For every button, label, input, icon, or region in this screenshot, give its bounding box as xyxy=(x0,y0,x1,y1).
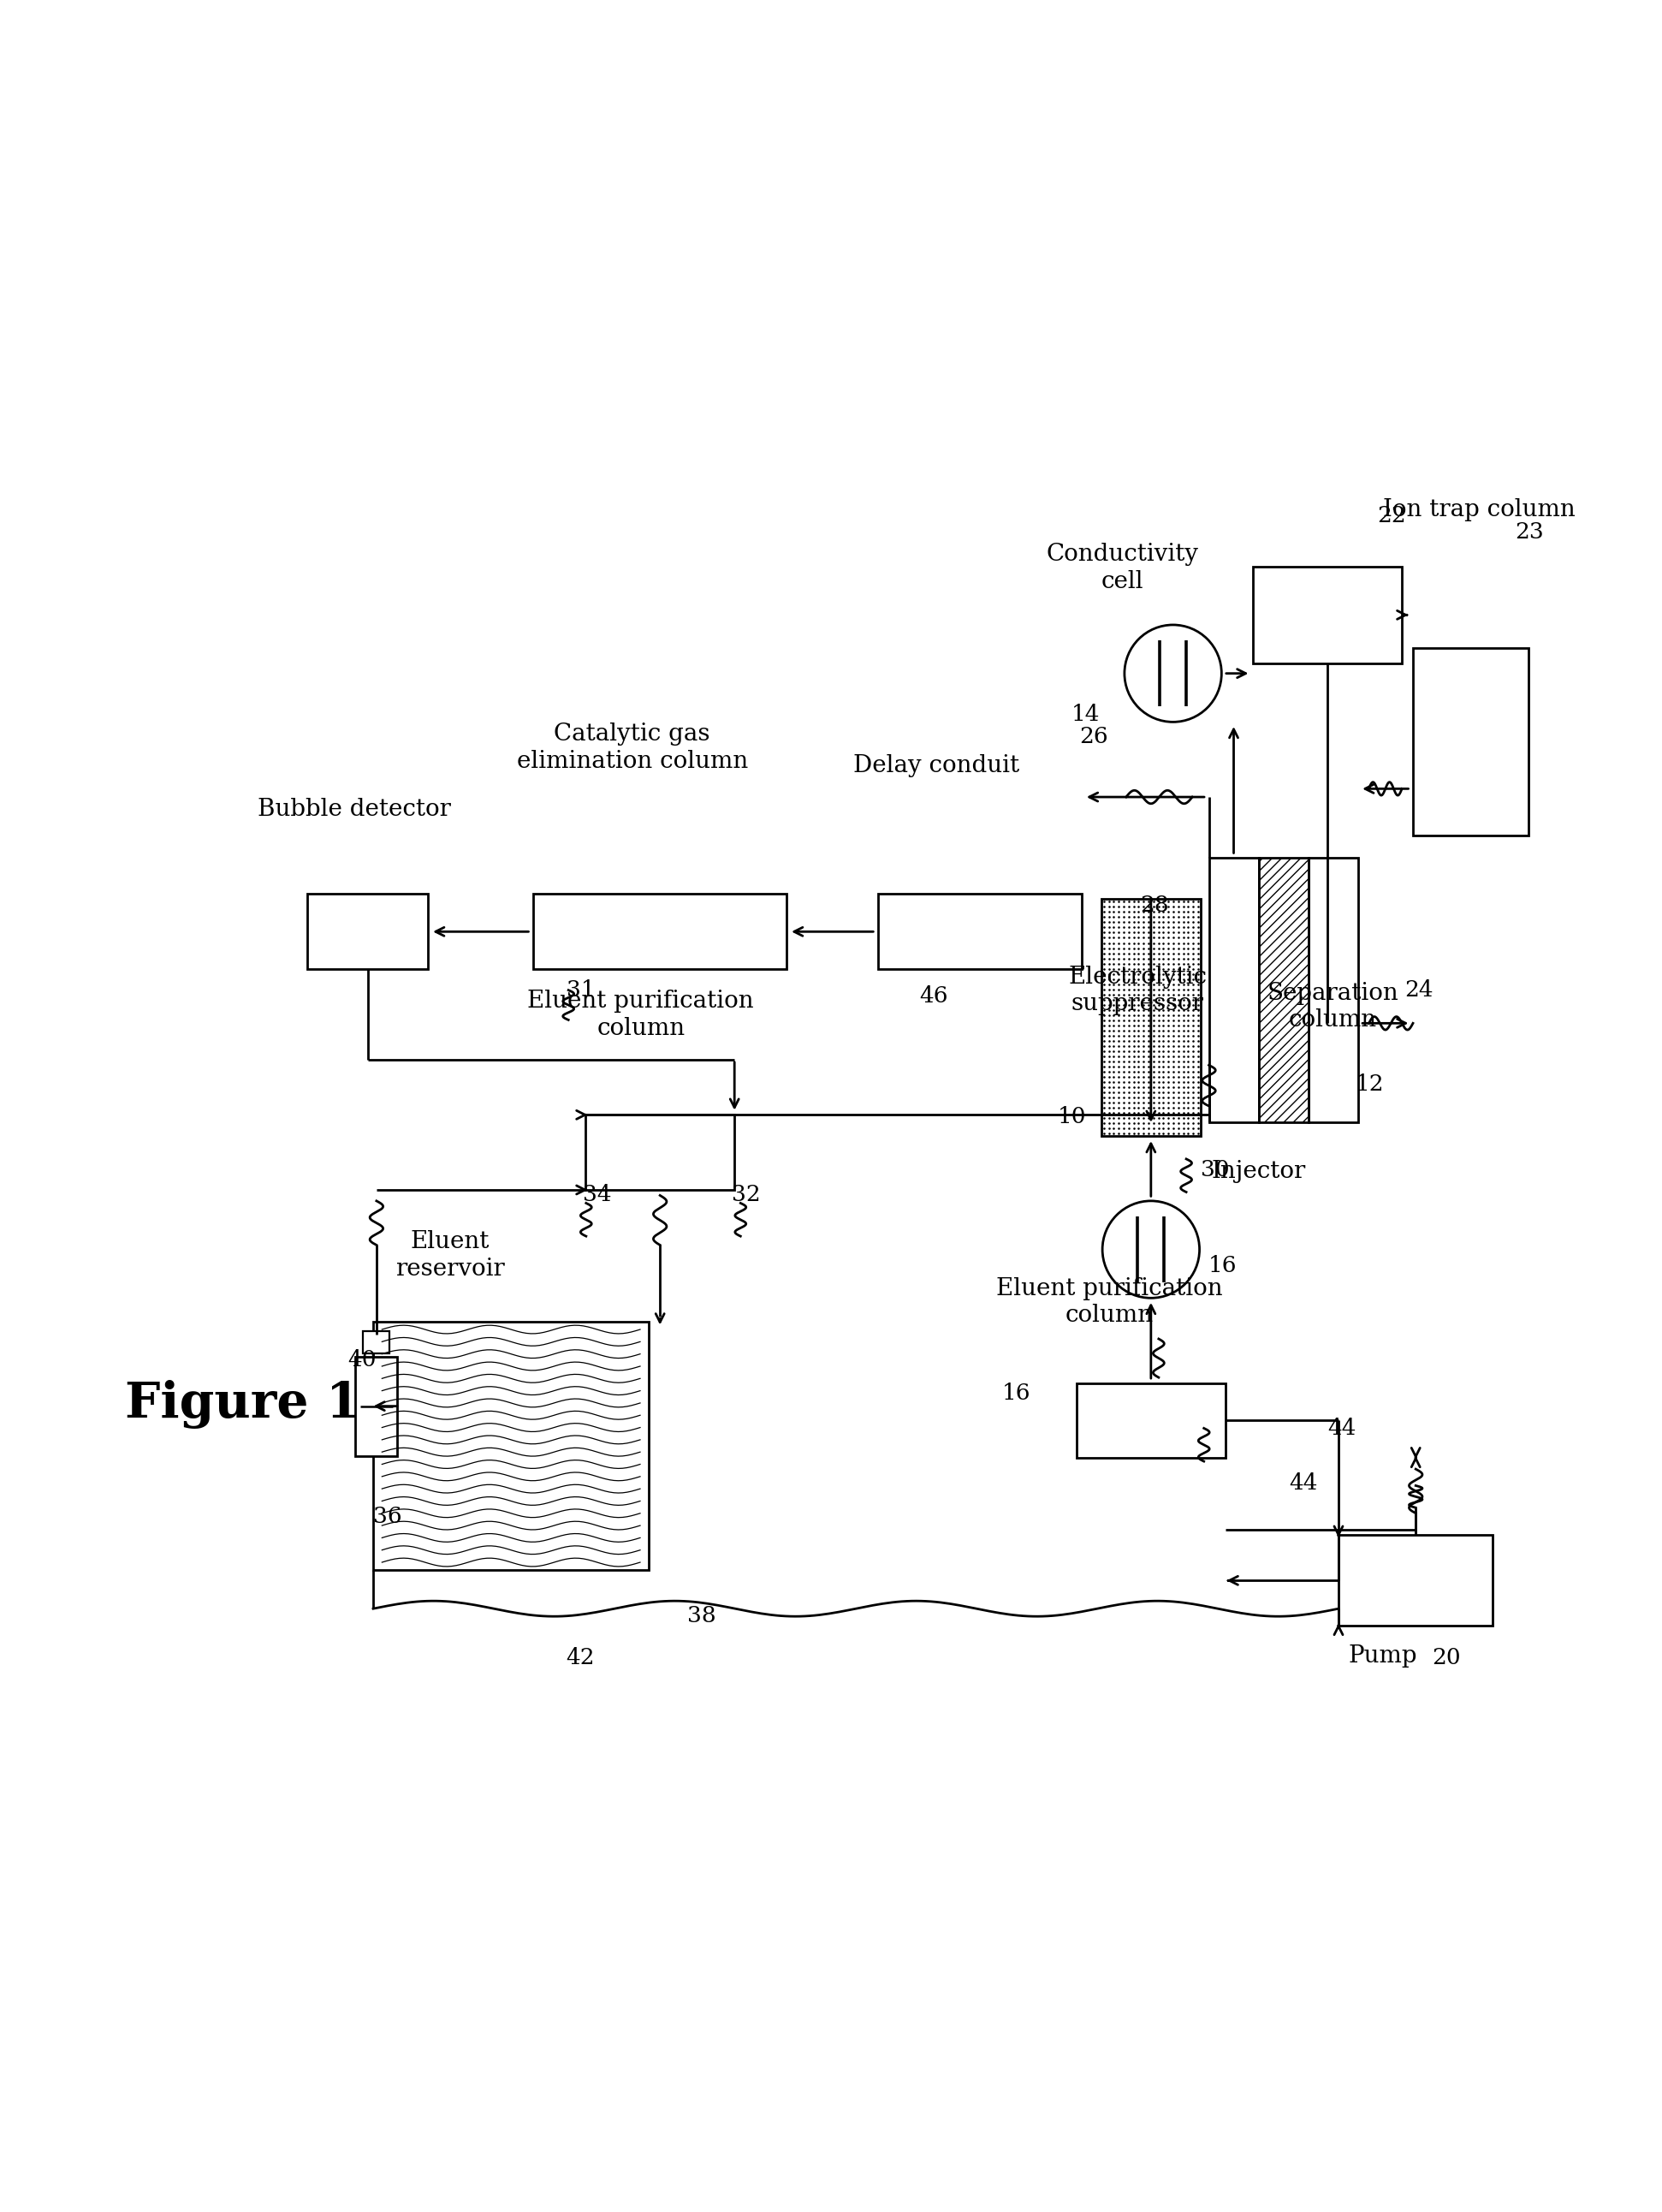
Text: 38: 38 xyxy=(688,1606,716,1626)
Text: Bubble detector: Bubble detector xyxy=(258,799,450,821)
Text: 20: 20 xyxy=(1433,1646,1461,1668)
Text: 22: 22 xyxy=(1378,504,1406,526)
Bar xyxy=(1253,566,1403,664)
Bar xyxy=(374,1323,648,1571)
Bar xyxy=(1338,1535,1492,1626)
Text: Pump: Pump xyxy=(1348,1644,1418,1668)
Text: Ion trap column: Ion trap column xyxy=(1383,498,1576,522)
Text: Conductivity
cell: Conductivity cell xyxy=(1045,542,1198,593)
Text: 28: 28 xyxy=(1140,894,1168,916)
Text: 23: 23 xyxy=(1516,522,1544,542)
Bar xyxy=(1208,858,1258,1121)
Bar xyxy=(1308,858,1358,1121)
Text: Figure 1: Figure 1 xyxy=(125,1380,361,1429)
Text: Eluent
reservoir: Eluent reservoir xyxy=(396,1230,505,1281)
Bar xyxy=(356,1356,397,1455)
Bar xyxy=(534,894,786,969)
Text: 26: 26 xyxy=(1079,726,1109,748)
Text: Delay conduit: Delay conduit xyxy=(853,754,1019,776)
Text: 10: 10 xyxy=(1057,1106,1085,1128)
Text: 40: 40 xyxy=(347,1349,377,1371)
Text: 42: 42 xyxy=(567,1648,595,1668)
Bar xyxy=(364,1332,389,1354)
Text: Catalytic gas
elimination column: Catalytic gas elimination column xyxy=(517,723,748,772)
Text: 44: 44 xyxy=(1328,1418,1356,1440)
Text: 31: 31 xyxy=(567,980,595,1000)
Text: 34: 34 xyxy=(583,1183,612,1206)
Bar xyxy=(878,894,1082,969)
Text: Electrolytic
suppressor: Electrolytic suppressor xyxy=(1069,964,1207,1015)
Text: 24: 24 xyxy=(1404,980,1433,1000)
Text: 30: 30 xyxy=(1200,1159,1230,1181)
Text: 12: 12 xyxy=(1355,1073,1384,1095)
Text: 32: 32 xyxy=(731,1183,761,1206)
Text: Eluent purification
column: Eluent purification column xyxy=(527,991,755,1040)
Text: Separation
column: Separation column xyxy=(1266,982,1398,1031)
Text: 16: 16 xyxy=(1002,1382,1030,1405)
Text: 14: 14 xyxy=(1072,703,1100,726)
Bar xyxy=(1102,898,1200,1137)
Text: 46: 46 xyxy=(919,984,947,1006)
Bar xyxy=(1413,648,1529,836)
Text: Eluent purification
column: Eluent purification column xyxy=(997,1276,1223,1327)
Circle shape xyxy=(1102,1201,1200,1298)
Bar xyxy=(1077,1382,1225,1458)
Bar xyxy=(1258,858,1308,1121)
Text: 16: 16 xyxy=(1208,1256,1237,1276)
Bar xyxy=(307,894,429,969)
Text: Injector: Injector xyxy=(1212,1159,1306,1183)
Text: 44: 44 xyxy=(1288,1473,1318,1493)
Bar xyxy=(585,1115,735,1190)
Text: 36: 36 xyxy=(374,1506,402,1526)
Circle shape xyxy=(1125,624,1222,721)
